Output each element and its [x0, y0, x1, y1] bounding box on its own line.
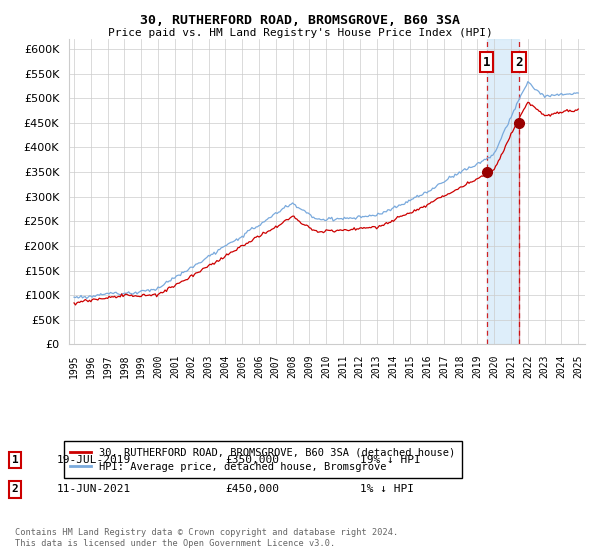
Text: Contains HM Land Registry data © Crown copyright and database right 2024.
This d: Contains HM Land Registry data © Crown c… — [15, 528, 398, 548]
Text: 1: 1 — [483, 55, 490, 68]
Text: £450,000: £450,000 — [225, 484, 279, 494]
Text: Price paid vs. HM Land Registry's House Price Index (HPI): Price paid vs. HM Land Registry's House … — [107, 28, 493, 38]
Text: 11-JUN-2021: 11-JUN-2021 — [57, 484, 131, 494]
Text: 19-JUL-2019: 19-JUL-2019 — [57, 455, 131, 465]
Text: £350,000: £350,000 — [225, 455, 279, 465]
Legend: 30, RUTHERFORD ROAD, BROMSGROVE, B60 3SA (detached house), HPI: Average price, d: 30, RUTHERFORD ROAD, BROMSGROVE, B60 3SA… — [64, 441, 462, 478]
Text: 19% ↓ HPI: 19% ↓ HPI — [360, 455, 421, 465]
Text: 2: 2 — [515, 55, 523, 68]
Text: 30, RUTHERFORD ROAD, BROMSGROVE, B60 3SA: 30, RUTHERFORD ROAD, BROMSGROVE, B60 3SA — [140, 14, 460, 27]
Text: 2: 2 — [11, 484, 19, 494]
Text: 1: 1 — [11, 455, 19, 465]
Bar — [487, 39, 519, 344]
Text: 1% ↓ HPI: 1% ↓ HPI — [360, 484, 414, 494]
